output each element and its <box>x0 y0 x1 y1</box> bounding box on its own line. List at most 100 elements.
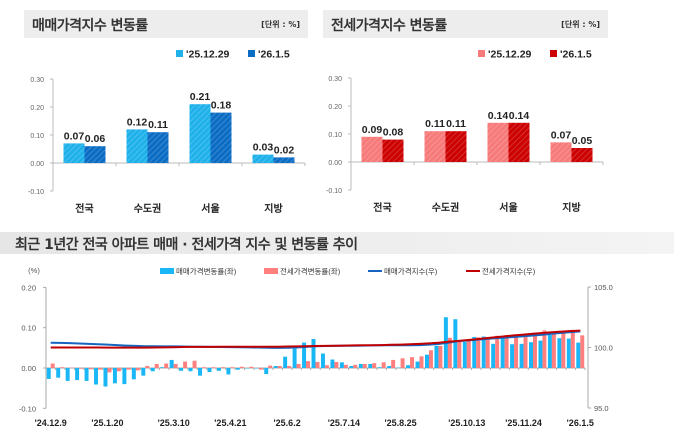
jeonse-change-bar <box>192 360 197 368</box>
sale-change-bar <box>472 336 477 368</box>
sale-panel-unit: [단위 : %] <box>261 20 300 29</box>
sale-change-bar <box>131 368 136 380</box>
jeonse-change-bar <box>551 333 556 368</box>
bar-hatch <box>210 112 232 163</box>
jeonse-change-bar <box>428 350 433 368</box>
y-tick-label: -0.10 <box>28 189 44 196</box>
sale-change-bar <box>387 365 392 368</box>
sale-change-bar <box>65 368 70 381</box>
y-axis-unit: (%) <box>28 266 40 275</box>
category-label: 수도권 <box>432 202 460 214</box>
jeonse-change-bar <box>116 368 121 372</box>
sale-change-bar <box>434 345 439 368</box>
data-label: 0.14 <box>509 110 530 122</box>
sale-change-bar <box>349 365 354 368</box>
jeonse-change-bar <box>495 335 500 368</box>
sale-change-bar <box>529 342 533 368</box>
jeonse-change-bar <box>164 363 169 368</box>
sale-change-bar <box>235 368 240 370</box>
jeonse-change-bar <box>173 363 178 368</box>
sale-change-bar <box>112 368 117 384</box>
jeonse-change-bar <box>249 366 254 368</box>
bar-hatch <box>445 131 467 162</box>
jeonse-change-bar <box>145 365 150 368</box>
y-tick-label: 0.00 <box>328 160 342 167</box>
sale-change-bar <box>226 368 231 375</box>
sale-change-bar <box>377 367 382 368</box>
sale-change-bar <box>462 341 467 368</box>
sale-panel-title: 매매가격지수 변동률 <box>32 18 148 34</box>
sale-change-bar <box>283 356 288 368</box>
data-label: 0.08 <box>383 127 404 139</box>
legend-swatch <box>264 268 278 274</box>
sale-change-bar <box>216 368 221 371</box>
bar-hatch <box>147 132 169 163</box>
data-label: 0.12 <box>127 116 148 128</box>
bar-hatch <box>84 146 106 163</box>
legend-label: '26.1.5 <box>560 49 592 61</box>
sale-change-bar <box>160 367 165 368</box>
x-tick-label: '25.6.2 <box>274 418 301 428</box>
category-label: 지방 <box>562 201 581 214</box>
jeonse-change-bar <box>362 363 367 368</box>
trend-panel-header: 최근 1년간 전국 아파트 매매 · 전세가격 지수 및 변동률 추이 <box>0 232 674 254</box>
sale-change-bar <box>339 362 344 368</box>
sale-change-bar <box>150 368 155 372</box>
category-label: 전국 <box>75 202 93 215</box>
data-label: 0.14 <box>488 110 509 122</box>
jeonse-change-bar <box>466 339 471 368</box>
x-tick-label: '25.10.13 <box>448 418 485 428</box>
y-tick-label: 0.20 <box>30 105 44 112</box>
sale-change-bar <box>94 368 99 385</box>
jeonse-change-bar <box>107 368 112 373</box>
bar-hatch <box>382 139 404 162</box>
jeonse-change-bar <box>523 334 528 368</box>
jeonse-change-bar <box>211 367 216 368</box>
jeonse-change-bar <box>268 365 273 368</box>
y2-tick-label: 100.0 <box>594 344 613 353</box>
sale-change-bar <box>330 359 335 368</box>
sale-change-bar <box>491 343 496 368</box>
data-label: 0.18 <box>211 100 232 112</box>
category-label: 수도권 <box>134 203 162 215</box>
bar-hatch <box>424 131 446 162</box>
sale-change-bar <box>547 334 552 368</box>
jeonse-change-bar <box>334 361 339 368</box>
jeonse-change-bar <box>381 362 386 368</box>
jeonse-change-bar <box>561 331 566 368</box>
legend-label: '25.12.29 <box>488 49 532 61</box>
data-label: 0.07 <box>551 129 572 141</box>
x-tick-label: '25.4.21 <box>214 418 246 428</box>
sale-change-bar <box>292 348 297 368</box>
legend-swatch <box>176 50 183 57</box>
bar-hatch <box>63 143 85 163</box>
jeonse-change-bar <box>296 363 301 368</box>
bar-hatch <box>273 157 295 163</box>
y-tick-label: 0.10 <box>328 132 342 139</box>
legend-label: '26.1.5 <box>258 49 290 61</box>
data-label: 0.05 <box>572 135 593 147</box>
sale-change-bar <box>245 368 250 369</box>
y-tick-label: 0.20 <box>21 283 36 292</box>
x-tick-label: '25.11.24 <box>505 418 542 428</box>
sale-change-bar <box>198 368 203 376</box>
sale-change-bar <box>481 336 486 368</box>
sale-change-bar <box>264 368 269 375</box>
legend-swatch <box>478 50 485 57</box>
y-tick-label: -0.10 <box>19 404 36 413</box>
y-tick-label: 0.00 <box>30 161 44 168</box>
jeonse-change-bar <box>69 367 74 369</box>
jeonse-change-bar <box>532 332 537 368</box>
jeonse-change-bar <box>287 365 292 368</box>
jeonse-change-bar <box>202 367 206 368</box>
jeonse-change-bar <box>438 345 443 368</box>
legend-label: 매매가격지수(우) <box>384 266 438 276</box>
jeonse-change-bar <box>485 336 490 368</box>
x-tick-label: '25.1.20 <box>91 418 123 428</box>
sale-change-bar <box>557 338 562 368</box>
sale-change-bar <box>188 368 193 372</box>
jeonse-change-bar <box>154 363 159 368</box>
jeonse-change-bar <box>343 364 348 368</box>
data-label: 0.11 <box>446 118 466 130</box>
